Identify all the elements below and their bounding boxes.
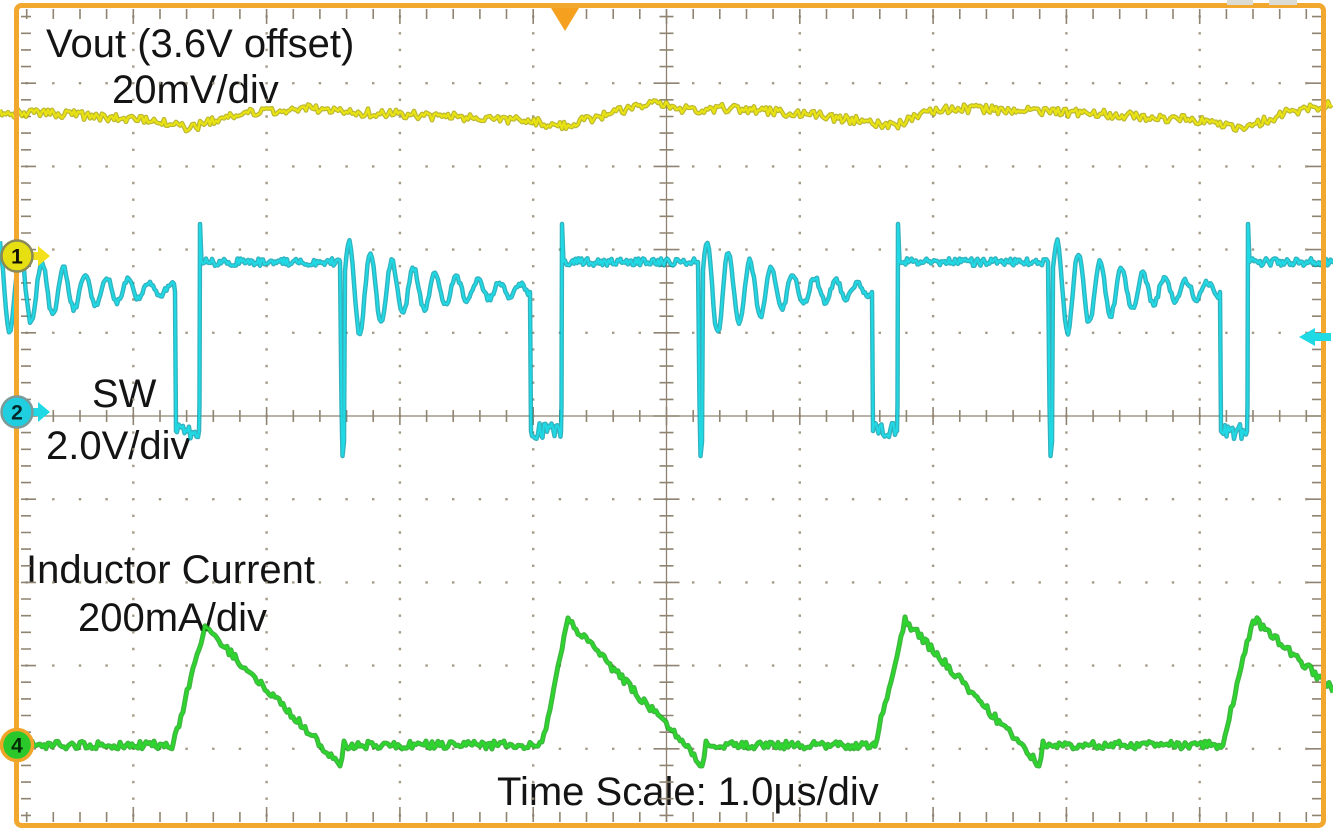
channel-2-number: 2 [11,402,23,425]
trace-sw [0,221,1333,459]
ch2-label-line2: 2.0V/div [46,424,191,468]
ch1-label-line2: 20mV/div [112,68,279,112]
channel-1-arrow-icon [30,246,50,266]
time-scale-label: Time Scale: 1.0µs/div [497,770,879,814]
top-edge-tabs [1227,0,1297,5]
channel-marker-2[interactable]: 2 [0,395,51,429]
ch4-label-line2: 200mA/div [78,596,267,640]
ch2-label-line1: SW [92,372,157,416]
trace-vout [0,98,1333,134]
trace-inductor-current [0,614,1333,769]
channel-marker-1[interactable]: 1 [0,239,51,273]
graticule [21,9,1322,822]
trigger-position-icon[interactable] [551,8,579,31]
ch4-label-line1: Inductor Current [26,548,316,592]
ch1-label-line1: Vout (3.6V offset) [46,22,355,66]
channel-4-number: 4 [11,735,23,758]
channel-marker-4[interactable]: 4 [0,727,35,763]
trigger-level-icon[interactable] [1299,328,1331,346]
channel-2-arrow-icon [30,402,50,422]
channel-1-number: 1 [11,246,23,269]
